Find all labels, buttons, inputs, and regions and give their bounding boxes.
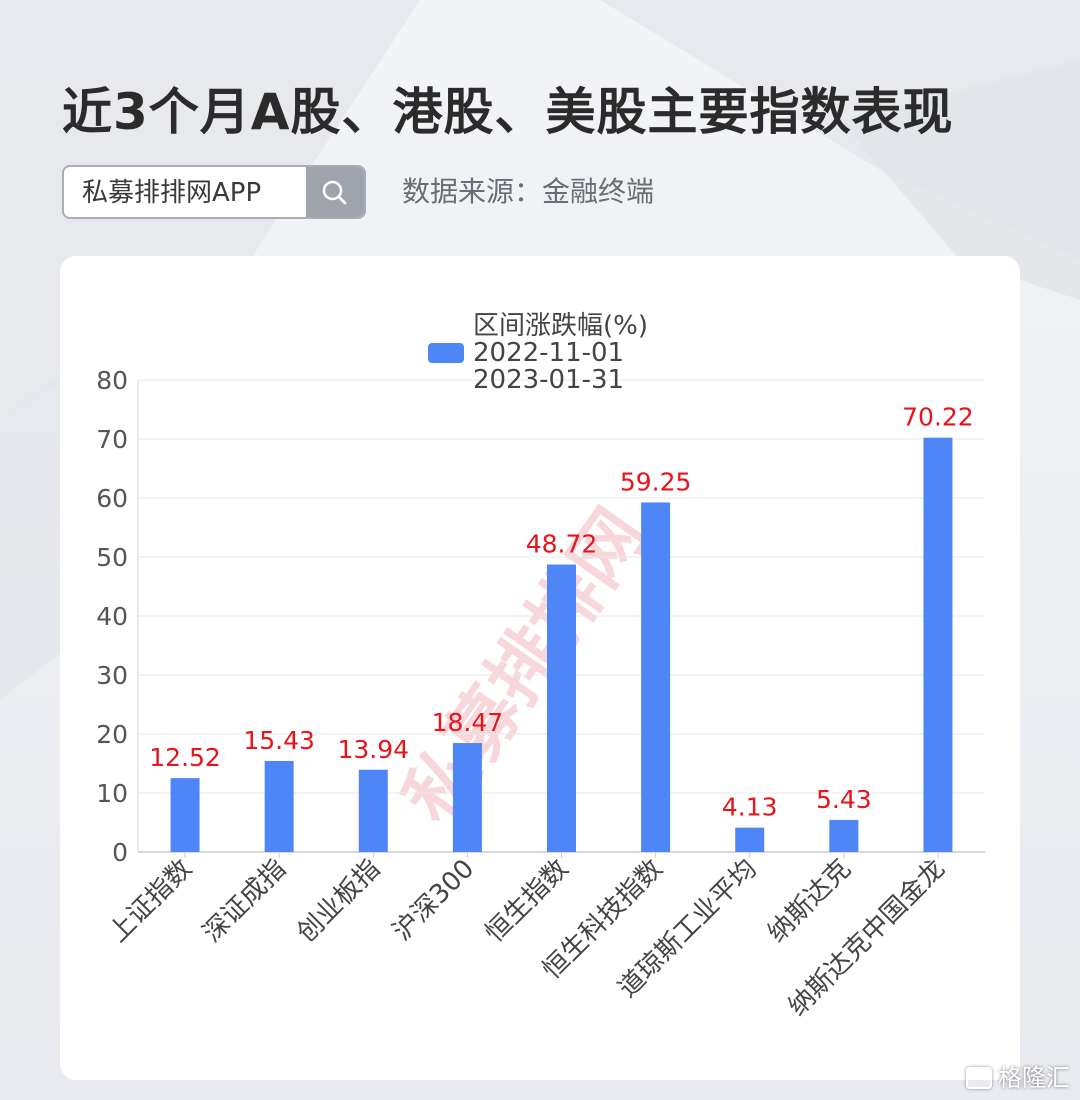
legend-swatch [428, 343, 464, 363]
y-tick-label: 70 [96, 425, 128, 454]
category-label: 上证指数 [103, 854, 198, 949]
data-label: 13.94 [337, 735, 409, 764]
bar [358, 769, 388, 852]
y-tick-label: 20 [96, 720, 128, 749]
legend-title: 区间涨跌幅(%) [473, 311, 648, 341]
y-tick-label: 50 [96, 543, 128, 572]
bar [923, 437, 953, 852]
watermark-text: 私募排排网 [387, 494, 662, 837]
page-title: 近3个月A股、港股、美股主要指数表现 [62, 83, 954, 141]
data-source: 数据来源：金融终端 [402, 175, 655, 208]
data-label: 48.72 [526, 530, 598, 559]
category-label: 纳斯达克 [762, 854, 857, 949]
category-label: 创业板指 [291, 854, 386, 949]
bar [547, 564, 576, 852]
data-label: 5.43 [816, 785, 872, 814]
bar [264, 760, 294, 852]
bar [829, 819, 859, 852]
chart-card [60, 256, 1020, 1080]
category-label: 纳斯达克中国金龙 [783, 854, 951, 1022]
data-label: 12.52 [149, 743, 221, 772]
bar [452, 743, 482, 852]
data-label: 15.43 [243, 726, 315, 755]
y-tick-label: 10 [96, 779, 128, 808]
category-label: 沪深300 [387, 854, 480, 947]
y-tick-label: 60 [96, 484, 128, 513]
search-box[interactable]: 私募排排网APP [62, 165, 366, 219]
data-label: 70.22 [902, 403, 974, 432]
category-label: 恒生指数 [480, 854, 575, 949]
search-icon [322, 180, 347, 205]
bar [735, 827, 765, 852]
search-button[interactable] [306, 167, 364, 217]
category-label: 深证成指 [197, 854, 292, 949]
brand-name: 格隆汇 [998, 1064, 1070, 1092]
y-tick-label: 0 [112, 838, 128, 867]
search-text: 私募排排网APP [82, 178, 262, 208]
brand-watermark: 格隆汇 [966, 1062, 1070, 1094]
data-label: 4.13 [722, 793, 778, 822]
legend-label-start: 2022-11-01 [473, 338, 624, 368]
legend-label-end: 2023-01-31 [473, 365, 624, 395]
brand-logo-icon [966, 1067, 992, 1089]
y-tick-label: 30 [96, 661, 128, 690]
bar [170, 778, 200, 852]
y-tick-label: 80 [96, 366, 128, 395]
data-label: 59.25 [620, 467, 692, 496]
bar [641, 502, 671, 852]
data-label: 18.47 [432, 708, 504, 737]
y-tick-label: 40 [96, 602, 128, 631]
